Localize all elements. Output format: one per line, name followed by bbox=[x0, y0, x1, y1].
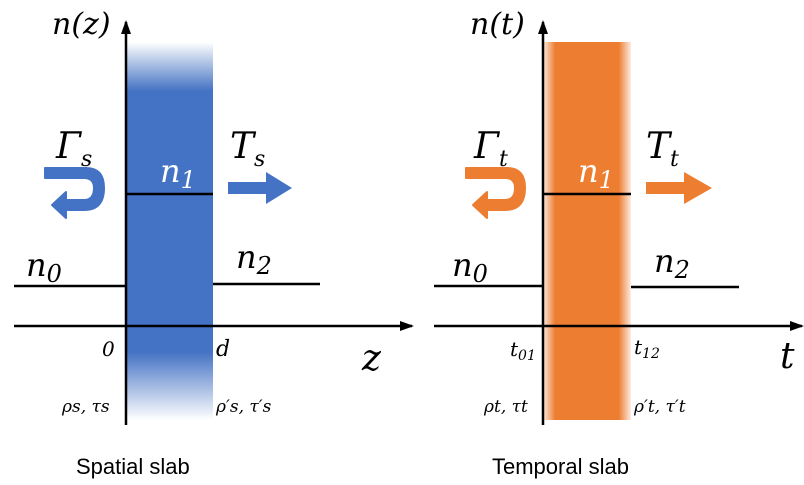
temporal-slab bbox=[543, 42, 631, 420]
temporal-tick-t12: t12 bbox=[634, 335, 660, 362]
temporal-tick-t01: t01 bbox=[510, 337, 536, 364]
spatial-reflection-label: Γs bbox=[55, 126, 92, 172]
spatial-n0-label: n0 bbox=[26, 246, 62, 288]
temporal-transmission-label: Tt bbox=[646, 126, 679, 172]
temporal-n0-label: n0 bbox=[452, 246, 488, 288]
spatial-transmission-label: Ts bbox=[230, 126, 265, 172]
temporal-n2-label: n2 bbox=[654, 242, 690, 284]
spatial-y-axis-label: n(z) bbox=[52, 7, 111, 42]
spatial-n2-label: n2 bbox=[236, 238, 272, 280]
u-turn-arrow-icon bbox=[465, 167, 526, 219]
spatial-x-axis-label: z bbox=[361, 338, 382, 379]
spatial-coef-left: ρs, τs bbox=[61, 397, 110, 417]
spatial-tick-d: d bbox=[216, 337, 230, 362]
spatial-tick-zero: 0 bbox=[102, 337, 115, 361]
temporal-y-axis-label: n(t) bbox=[470, 7, 525, 42]
spatial-coef-right: ρ′s, τ′s bbox=[215, 397, 272, 417]
temporal-caption: Temporal slab bbox=[492, 454, 629, 479]
temporal-coef-left: ρt, τt bbox=[483, 397, 528, 417]
right-arrow-icon bbox=[228, 172, 292, 204]
spatial-slab bbox=[126, 42, 213, 420]
spatial-n1-label: n1 bbox=[160, 152, 196, 194]
spatial-panel: n(z) z Γs Ts n1 n0 n2 0 d ρs, τs ρ′s, τ′… bbox=[14, 7, 414, 479]
temporal-panel: n(t) t Γt Tt n1 n0 n2 t01 t12 ρt, τt ρ′t… bbox=[434, 7, 804, 479]
temporal-n1-label: n1 bbox=[578, 152, 614, 194]
temporal-coef-right: ρ′t, τ′t bbox=[633, 397, 686, 417]
temporal-reflection-label: Γt bbox=[473, 126, 508, 172]
spatial-caption: Spatial slab bbox=[76, 454, 190, 479]
u-turn-arrow-icon bbox=[44, 167, 105, 219]
right-arrow-icon bbox=[646, 172, 712, 204]
temporal-x-axis-label: t bbox=[780, 336, 795, 377]
